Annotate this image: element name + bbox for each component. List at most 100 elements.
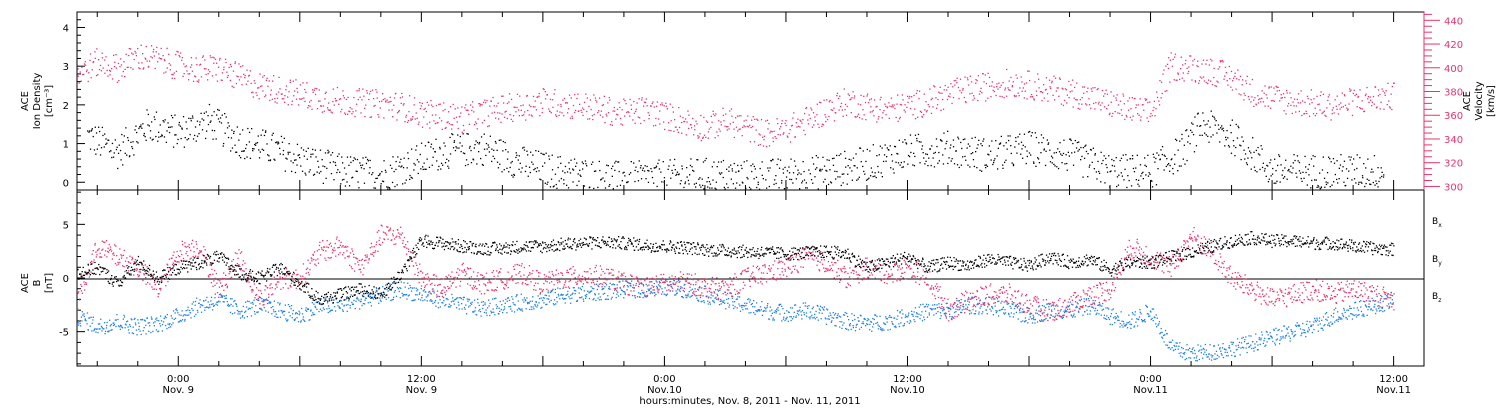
velocity-point: [1028, 70, 1030, 72]
velocity-point: [519, 95, 521, 97]
velocity-point: [209, 55, 211, 57]
velocity-point: [585, 93, 587, 95]
density-point: [1257, 146, 1259, 149]
by-point: [682, 289, 684, 292]
velocity-point: [1265, 94, 1267, 96]
by-point: [345, 304, 347, 306]
velocity-point: [803, 129, 805, 132]
by-point: [612, 292, 615, 294]
velocity-point: [740, 115, 742, 117]
density-point: [840, 184, 842, 187]
by-point: [91, 322, 93, 324]
by-point: [852, 319, 854, 322]
density-point: [1110, 170, 1112, 172]
density-point: [217, 118, 220, 120]
velocity-point: [1119, 112, 1121, 115]
by-point: [843, 322, 845, 324]
by-point: [1019, 310, 1021, 312]
by-point: [555, 303, 557, 305]
by-point: [754, 313, 756, 315]
velocity-point: [1060, 103, 1063, 105]
by-point: [130, 318, 132, 320]
by-point: [1013, 307, 1016, 310]
velocity-point: [1192, 64, 1194, 66]
density-point: [1083, 157, 1086, 159]
by-point: [600, 299, 602, 301]
by-point: [860, 315, 862, 317]
density-point: [387, 188, 389, 190]
density-point: [722, 159, 725, 162]
by-point: [1075, 305, 1078, 307]
by-point: [907, 314, 910, 316]
density-point: [966, 147, 968, 149]
velocity-point: [153, 48, 155, 51]
velocity-point: [243, 73, 245, 75]
velocity-point: [1230, 86, 1232, 88]
by-point: [806, 315, 808, 317]
by-point: [616, 293, 618, 295]
velocity-point: [1263, 92, 1265, 94]
velocity-point: [625, 103, 627, 105]
velocity-point: [1306, 95, 1309, 97]
by-point: [81, 320, 83, 322]
by-point: [916, 313, 918, 315]
velocity-point: [1329, 103, 1331, 105]
density-point: [460, 150, 462, 153]
velocity-point: [1055, 90, 1057, 92]
velocity-point: [338, 103, 340, 105]
density-point: [362, 157, 364, 159]
density-point: [422, 166, 424, 168]
by-point: [413, 287, 415, 289]
density-point: [960, 141, 962, 144]
by-point: [739, 296, 741, 298]
density-point: [155, 135, 157, 138]
velocity-point: [1005, 95, 1008, 97]
by-point: [649, 288, 651, 290]
by-point: [290, 305, 293, 307]
density-point: [1172, 167, 1174, 170]
velocity-point: [1152, 109, 1154, 112]
by-point: [329, 309, 332, 312]
density-point: [209, 121, 211, 123]
density-point: [1256, 171, 1258, 173]
velocity-point: [710, 115, 712, 117]
density-point: [1266, 164, 1268, 167]
density-point: [248, 141, 250, 143]
density-point: [874, 172, 876, 174]
velocity-point: [967, 84, 970, 86]
by-point: [1068, 304, 1070, 307]
density-point: [1022, 144, 1024, 146]
density-point: [630, 172, 632, 174]
density-point: [891, 160, 894, 162]
velocity-point: [424, 107, 426, 110]
density-point: [1376, 182, 1378, 185]
by-point: [914, 307, 917, 309]
density-point: [480, 136, 483, 138]
by-point: [101, 326, 103, 329]
by-point: [445, 303, 447, 306]
density-point: [1030, 135, 1032, 137]
density-point: [805, 182, 807, 184]
density-point: [518, 155, 520, 157]
by-point: [267, 299, 269, 302]
density-point: [858, 176, 860, 178]
density-point: [938, 151, 940, 154]
density-point: [616, 185, 618, 187]
velocity-point: [615, 118, 617, 120]
density-point: [174, 134, 176, 136]
velocity-point: [520, 105, 522, 107]
density-point: [502, 140, 504, 143]
density-point: [418, 161, 420, 163]
by-point: [336, 301, 338, 304]
density-point: [845, 166, 847, 168]
velocity-point: [719, 130, 721, 132]
density-point: [793, 160, 796, 162]
density-point: [557, 156, 559, 158]
velocity-point: [1307, 97, 1309, 100]
density-point: [719, 173, 722, 175]
velocity-point: [781, 123, 783, 125]
density-point: [1024, 146, 1026, 148]
by-point: [155, 318, 157, 320]
by-point: [226, 304, 229, 307]
density-point: [808, 169, 810, 171]
